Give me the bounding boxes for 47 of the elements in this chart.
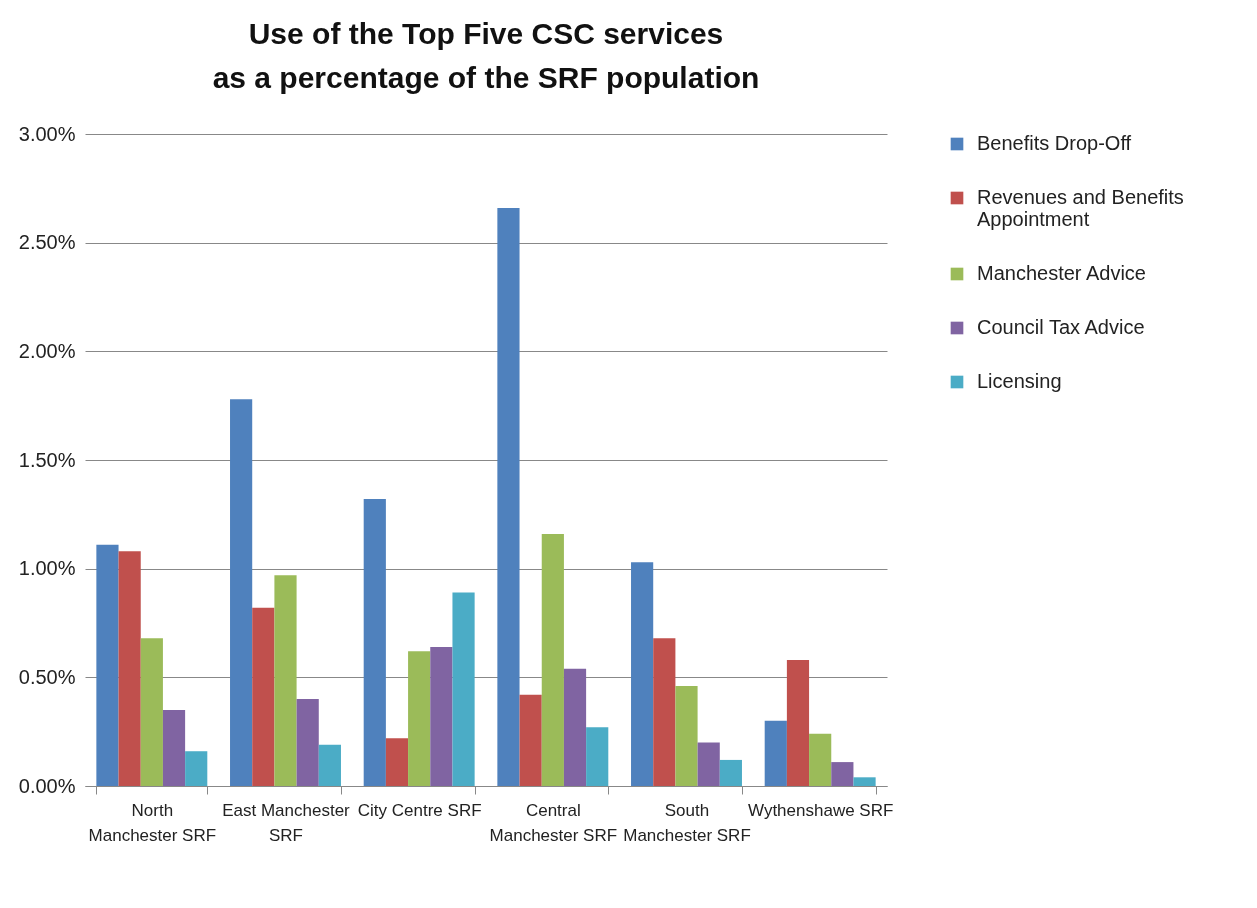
bar bbox=[452, 592, 475, 786]
bar bbox=[563, 668, 587, 786]
bar bbox=[786, 659, 810, 786]
legend-label: Council Tax Advice bbox=[977, 316, 1145, 338]
bar bbox=[118, 551, 141, 786]
x-tick-label: Central Manchester SRF bbox=[489, 800, 618, 845]
x-tick-label: East Manchester SRF bbox=[222, 800, 351, 845]
bar bbox=[385, 738, 409, 786]
bar bbox=[252, 607, 275, 786]
bar bbox=[764, 720, 787, 786]
bar bbox=[296, 699, 319, 786]
bar bbox=[586, 727, 609, 786]
bar bbox=[653, 638, 676, 786]
y-tick-label: 0.00% bbox=[18, 774, 76, 797]
bar bbox=[519, 694, 542, 786]
bar bbox=[631, 562, 654, 786]
bar bbox=[408, 651, 431, 786]
x-tick-label: North Manchester SRF bbox=[88, 800, 217, 845]
y-tick-label: 0.50% bbox=[18, 665, 76, 688]
y-tick-label: 3.00% bbox=[18, 122, 76, 145]
bar bbox=[541, 533, 564, 786]
legend-label: Revenues and Benefits Appointment bbox=[977, 186, 1184, 230]
bar bbox=[430, 646, 453, 786]
y-tick-label: 1.00% bbox=[18, 557, 76, 580]
bar bbox=[162, 709, 186, 786]
bar bbox=[230, 399, 253, 786]
bar bbox=[140, 638, 163, 786]
x-tick-label: City Centre SRF bbox=[357, 800, 482, 820]
legend-label: Licensing bbox=[977, 370, 1062, 392]
bar bbox=[809, 733, 832, 786]
bar bbox=[96, 544, 119, 786]
bar bbox=[697, 742, 720, 786]
bar bbox=[318, 744, 341, 786]
bar bbox=[831, 762, 854, 786]
legend-label: Benefits Drop-Off bbox=[977, 132, 1132, 154]
bar bbox=[274, 575, 297, 786]
bar bbox=[497, 207, 520, 786]
bar bbox=[719, 759, 742, 786]
bar bbox=[363, 499, 386, 786]
bar bbox=[675, 686, 698, 786]
bar bbox=[853, 777, 876, 786]
y-tick-label: 2.00% bbox=[18, 339, 76, 362]
chart-title: Use of the Top Five CSC services as a percentage of the SRF population bbox=[212, 17, 760, 94]
y-tick-label: 2.50% bbox=[18, 231, 76, 254]
y-tick-label: 1.50% bbox=[18, 448, 76, 471]
legend-label: Manchester Advice bbox=[977, 262, 1146, 284]
bar bbox=[185, 751, 208, 786]
